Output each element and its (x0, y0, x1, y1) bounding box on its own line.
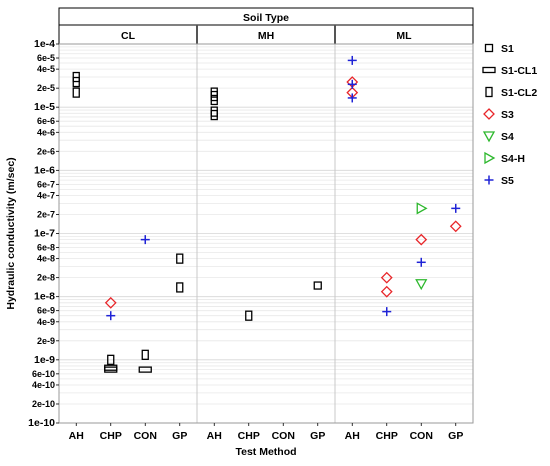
y-tick-label: 1e-7 (34, 228, 55, 240)
x-tick-label: CHP (376, 430, 398, 442)
x-tick-label: CON (272, 430, 295, 442)
point-s1-cl1 (104, 364, 118, 371)
panel-label: CL (121, 30, 136, 42)
y-axis-title: Hydraulic conductivity (m/sec) (5, 157, 17, 309)
x-tick-label: CHP (100, 430, 122, 442)
legend-label-s4-h: S4-H (501, 153, 525, 165)
legend-label-s1: S1 (501, 43, 514, 55)
y-tick-label: 1e-9 (34, 354, 55, 366)
y-tick-label: 4e-7 (37, 190, 55, 200)
strip-divider (334, 25, 336, 44)
legend (482, 43, 496, 185)
y-tick-label: 2e-5 (37, 83, 55, 93)
y-tick-label: 6e-7 (37, 179, 55, 189)
point-s3 (449, 220, 462, 233)
panel-label: MH (258, 30, 274, 42)
point-s4 (415, 279, 428, 291)
y-tick-label: 1e-4 (34, 38, 55, 50)
y-tick-label: 4e-9 (37, 317, 55, 327)
y-tick-label: 1e-5 (34, 101, 55, 113)
chart-title: Soil Type (243, 12, 289, 24)
y-tick-label: 2e-8 (37, 273, 55, 283)
point-s1-cl2 (176, 253, 184, 264)
x-axis-title: Test Method (235, 446, 296, 458)
y-tick-label: 1e-6 (34, 164, 55, 176)
point-s1-cl2 (141, 349, 149, 360)
y-tick-label: 2e-7 (37, 209, 55, 219)
y-tick-label: 6e-10 (32, 369, 55, 379)
y-tick-label: 1e-10 (28, 417, 55, 429)
point-s4-h (416, 202, 428, 215)
point-s3 (104, 296, 117, 309)
legend-label-s1-cl1: S1-CL1 (501, 65, 537, 77)
point-s5 (416, 257, 426, 267)
x-tick-label: GP (172, 430, 187, 442)
legend-label-s1-cl2: S1-CL2 (501, 87, 537, 99)
legend-label-s4: S4 (501, 131, 514, 143)
strip-divider (196, 25, 198, 44)
y-tick-label: 6e-5 (37, 53, 55, 63)
data-points (72, 55, 462, 373)
legend-marker-s1-cl1 (482, 66, 496, 74)
legend-label-s3: S3 (501, 109, 514, 121)
legend-marker-s1-cl2 (485, 86, 493, 98)
gridlines (59, 46, 473, 424)
y-tick-label: 6e-9 (37, 306, 55, 316)
point-s3 (415, 233, 428, 246)
x-tick-label: CON (134, 430, 157, 442)
y-tick-label: 2e-6 (37, 146, 55, 156)
point-s5 (382, 307, 392, 317)
y-tick-label: 6e-8 (37, 243, 55, 253)
point-s5 (140, 235, 150, 245)
point-s3 (380, 285, 393, 298)
point-s1-cl2 (210, 109, 218, 121)
y-tick-label: 4e-10 (32, 380, 55, 390)
x-tick-label: CON (410, 430, 433, 442)
legend-marker-s3 (483, 108, 495, 120)
x-tick-label: GP (448, 430, 463, 442)
point-s1-cl2 (210, 94, 218, 106)
point-s5 (347, 55, 357, 65)
y-tick-label: 4e-6 (37, 127, 55, 137)
y-tick-label: 2e-10 (32, 399, 55, 409)
x-tick-label: GP (310, 430, 325, 442)
point-s3 (380, 271, 393, 284)
legend-marker-s4-h (484, 151, 496, 165)
legend-marker-s1 (484, 43, 494, 53)
y-tick-label: 2e-9 (37, 336, 55, 346)
point-s5 (347, 79, 357, 89)
legend-marker-s4 (482, 131, 496, 143)
point-s1-cl2 (72, 76, 80, 88)
legend-marker-s5 (484, 175, 494, 185)
point-s5 (106, 311, 116, 321)
y-tick-label: 4e-5 (37, 64, 55, 74)
x-tick-label: AH (207, 430, 222, 442)
panel-label: ML (396, 30, 412, 42)
legend-label-s5: S5 (501, 175, 514, 187)
x-tick-label: CHP (238, 430, 260, 442)
y-tick-label: 1e-8 (34, 291, 55, 303)
y-tick-label: 4e-8 (37, 254, 55, 264)
point-s1 (313, 281, 322, 290)
point-s1-cl2 (176, 282, 184, 293)
x-tick-label: AH (345, 430, 360, 442)
point-s5 (347, 93, 357, 103)
x-tick-label: AH (69, 430, 84, 442)
point-s1-cl2 (72, 87, 80, 98)
point-s1-cl1 (138, 366, 152, 373)
point-s1-cl2 (245, 310, 253, 321)
y-tick-label: 6e-6 (37, 116, 55, 126)
point-s1-cl2 (107, 354, 115, 365)
point-s5 (451, 203, 461, 213)
